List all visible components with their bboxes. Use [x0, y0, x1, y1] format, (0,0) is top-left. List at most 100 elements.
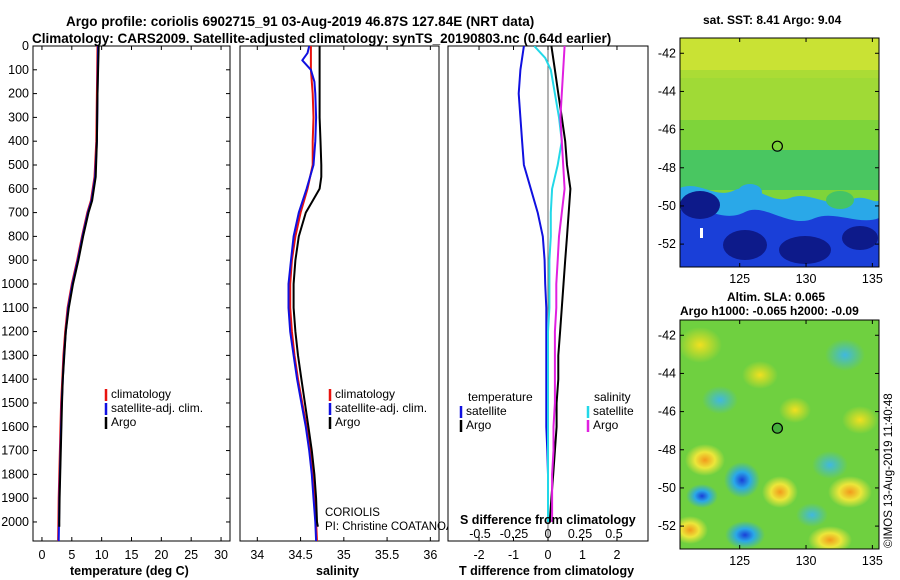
legend-differences: temperaturesatelliteArgosalinitysatellit…: [459, 390, 634, 432]
lat-tick-label: -48: [658, 161, 676, 175]
lat-tick-label: -42: [658, 328, 676, 342]
legend-label: satellite-adj. clim.: [111, 401, 203, 415]
legend-label: Argo: [335, 415, 361, 429]
temperature-series: [57, 46, 100, 541]
difference-series: [517, 46, 572, 541]
map-sst-axes: 125 130 135 -42 -44 -46 -48 -50 -52: [658, 38, 883, 286]
x-tick-label-secondary: -0.5: [469, 527, 491, 541]
depth-tick-label: 1700: [1, 444, 29, 458]
lat-tick-label: -52: [658, 519, 676, 533]
lat-tick-label: -44: [658, 84, 676, 98]
depth-tick-label: 800: [8, 229, 29, 243]
lon-tick-label: 130: [796, 554, 817, 568]
series-line: [58, 46, 100, 527]
legend-label: satellite: [593, 404, 634, 418]
depth-tick-label: 100: [8, 63, 29, 77]
map-sst-frame: [679, 37, 880, 268]
depth-tick-label: 1300: [1, 348, 29, 362]
map-sst: sat. SST: 8.41 Argo: 9.04 125 130 135 -42 -4…: [658, 13, 883, 286]
series-line: [551, 46, 566, 522]
map-sla-axes: 125 130 135 -42 -44 -46 -48 -50 -52: [658, 320, 883, 568]
lat-tick-label: -48: [658, 443, 676, 457]
xlabel-salinity: salinity: [316, 564, 359, 578]
x-tick-label: 25: [184, 548, 198, 562]
xlabel-temperature: temperature (deg C): [70, 564, 189, 578]
series-line: [533, 46, 563, 522]
lon-tick-label: 135: [862, 554, 883, 568]
depth-tick-label: 300: [8, 110, 29, 124]
depth-tick-label: 500: [8, 158, 29, 172]
depth-tick-label: 1200: [1, 325, 29, 339]
map-sla-title-2: Argo h1000: -0.065 h2000: -0.09: [680, 304, 859, 318]
credit-institution: CORIOLIS: [325, 507, 380, 519]
legend-label: Argo: [593, 418, 619, 432]
x-tick-label: 35.5: [375, 548, 399, 562]
plot-frame: [32, 45, 231, 542]
depth-tick-label: 1900: [1, 491, 29, 505]
credit-pi: PI: Christine COATANOAN: [325, 521, 462, 533]
lon-tick-label: 125: [729, 554, 750, 568]
x-tick-label-secondary: 0.25: [568, 527, 592, 541]
title-line-1: Argo profile: coriolis 6902715_91 03-Aug…: [66, 14, 534, 29]
sla-field: [680, 320, 879, 549]
legend-label: Argo: [466, 418, 492, 432]
x-tick-label: 35: [337, 548, 351, 562]
depth-tick-label: 1000: [1, 277, 29, 291]
x-tick-label: -2: [473, 548, 484, 562]
depth-tick-label: 1100: [2, 301, 29, 315]
x-tick-label: 0: [545, 548, 552, 562]
legend-group-header: salinity: [594, 390, 631, 404]
depth-tick-label: 1500: [1, 396, 29, 410]
depth-tick-label: 1800: [1, 467, 29, 481]
depth-tick-label: 600: [8, 182, 29, 196]
temperature-axis: 0 5 10 15 20 25 30: [38, 46, 228, 562]
series-line: [292, 46, 323, 527]
series-line: [517, 46, 549, 522]
depth-tick-label: 200: [8, 87, 29, 101]
lat-tick-label: -50: [658, 199, 676, 213]
lat-tick-label: -42: [658, 46, 676, 60]
legend-label: satellite: [466, 404, 507, 418]
x-tick-label-secondary: 0.5: [605, 527, 622, 541]
lat-tick-label: -52: [658, 237, 676, 251]
lat-tick-label: -50: [658, 481, 676, 495]
plot-frame: [239, 45, 440, 542]
legend-group-header: temperature: [468, 390, 533, 404]
x-tick-label: 15: [125, 548, 139, 562]
x-tick-label: 34: [250, 548, 264, 562]
map-sst-title: sat. SST: 8.41 Argo: 9.04: [703, 13, 842, 27]
panel-salinity: 34 34.5 35 35.5 36 climatologysatellite-adj.…: [239, 45, 462, 578]
x-tick-label-secondary: -0.25: [500, 527, 529, 541]
x-tick-label: 30: [214, 548, 228, 562]
depth-tick-label: 2000: [1, 515, 29, 529]
legend-label: Argo: [111, 415, 137, 429]
x-tick-label: 0: [38, 548, 45, 562]
x-tick-label: 34.5: [288, 548, 312, 562]
salinity-series: [287, 46, 323, 541]
depth-tick-label: 1400: [1, 372, 29, 386]
argo-position-marker: [771, 422, 783, 434]
title-line-2: Climatology: CARS2009. Satellite-adjuste…: [32, 31, 611, 46]
legend-label: satellite-adj. clim.: [335, 401, 427, 415]
map-sla-title-1: Altim. SLA: 0.065: [727, 290, 825, 304]
lat-tick-label: -46: [658, 123, 676, 137]
difference-axis: -2 -1 0 1 2-0.5 -0.25 0 0.25 0.5: [469, 46, 623, 562]
depth-tick-label: 400: [8, 134, 29, 148]
x-tick-label: 5: [68, 548, 75, 562]
panel-differences: -2 -1 0 1 2-0.5 -0.25 0 0.25 0.5 temperaturesate…: [447, 45, 649, 578]
lat-tick-label: -46: [658, 405, 676, 419]
x-tick-label: 36: [423, 548, 437, 562]
argo-position-marker: [771, 140, 783, 152]
x-tick-label: 1: [579, 548, 586, 562]
depth-tick-label: 700: [8, 206, 29, 220]
x-tick-label: 2: [613, 548, 620, 562]
x-tick-label: 10: [95, 548, 109, 562]
depth-tick-label: 1600: [1, 420, 29, 434]
map-sla: Altim. SLA: 0.065 Argo h1000: -0.065 h20…: [658, 290, 883, 568]
map-sla-frame: [679, 319, 880, 550]
x-tick-label: -1: [508, 548, 519, 562]
depth-tick-label: 0: [22, 39, 29, 53]
